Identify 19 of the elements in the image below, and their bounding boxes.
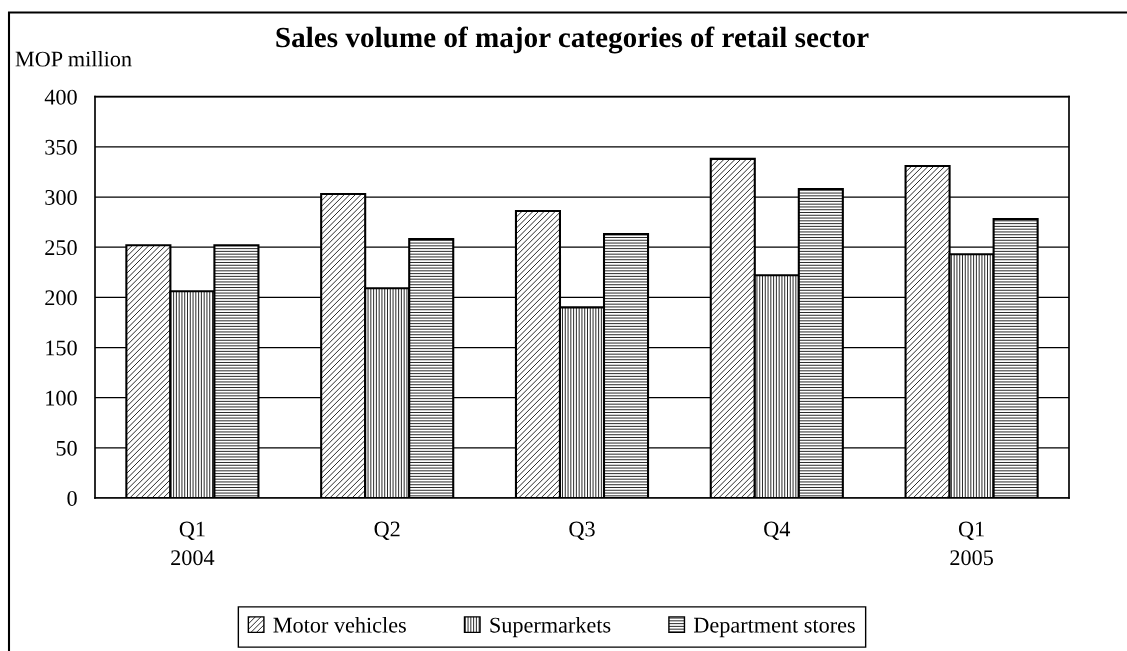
x-tick-label: Q1 2004: [171, 521, 215, 566]
y-tick-label: 250: [45, 240, 77, 256]
legend-label: Department stores: [693, 617, 855, 638]
y-tick-label: 0: [67, 490, 77, 506]
x-tick-label: Q2: [374, 521, 400, 540]
x-tick-label: Q1 2005: [950, 521, 993, 566]
y-tick-label: 300: [45, 189, 77, 205]
y-tick-label: 400: [44, 89, 77, 105]
legend-label: Supermarkets: [490, 616, 611, 638]
x-tick-label: Q3: [569, 521, 595, 540]
legend-label: Motor vehicles: [273, 616, 406, 633]
x-tick-label: Q4: [764, 521, 791, 540]
y-tick-label: 200: [45, 290, 77, 306]
y-tick-label: 100: [46, 390, 77, 406]
y-tick-label: 350: [45, 139, 77, 155]
y-axis-title: MOP million: [15, 50, 132, 67]
chart-title: Sales volume of major categories of retail sector: [276, 26, 869, 54]
y-tick-label: 150: [46, 340, 77, 356]
y-tick-label: 50: [56, 440, 77, 456]
